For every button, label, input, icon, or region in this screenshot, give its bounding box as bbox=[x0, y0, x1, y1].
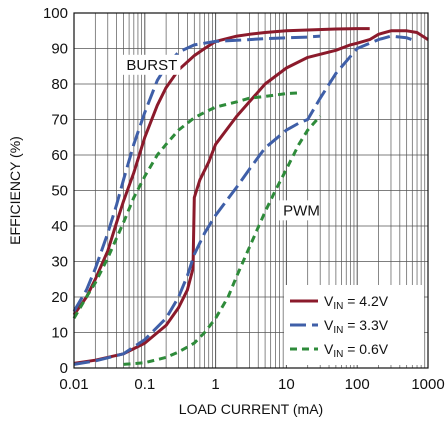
plot-frame bbox=[73, 12, 429, 369]
x-tick-labels: 0.01 0.1 1 10 100 1000 bbox=[59, 376, 444, 393]
y-tick-label: 0 bbox=[60, 360, 68, 377]
x-tick-label: 0.1 bbox=[134, 376, 155, 393]
x-tick-label: 0.01 bbox=[59, 376, 88, 393]
y-tick-label: 40 bbox=[51, 218, 68, 235]
x-tick-label: 1 bbox=[211, 376, 219, 393]
legend-label: VIN = 4.2V bbox=[324, 293, 389, 312]
x-tick-label: 1000 bbox=[411, 376, 444, 393]
series-line-pwm bbox=[73, 29, 429, 365]
x-tick-label: 10 bbox=[278, 376, 295, 393]
annotation-burst: BURST bbox=[126, 57, 177, 74]
annotations: BURST PWM bbox=[122, 54, 320, 221]
legend-label: VIN = 3.3V bbox=[324, 317, 389, 336]
x-axis-title: LOAD CURRENT (mA) bbox=[179, 401, 323, 417]
y-tick-label: 50 bbox=[51, 183, 68, 200]
annotation-pwm: PWM bbox=[283, 202, 320, 219]
annotation-backdrop bbox=[122, 54, 181, 75]
legend-box bbox=[284, 285, 424, 365]
annotation-backdrop bbox=[279, 200, 318, 221]
y-tick-labels: 0 10 20 30 40 50 60 70 80 90 100 bbox=[43, 5, 68, 377]
series-line-pwm bbox=[123, 115, 322, 366]
x-tick-label: 100 bbox=[345, 376, 370, 393]
legend-label: VIN = 0.6V bbox=[324, 341, 389, 360]
y-tick-label: 90 bbox=[51, 41, 68, 58]
legend: VIN = 4.2V VIN = 3.3V VIN = 0.6V bbox=[284, 285, 424, 365]
series-line-burst bbox=[72, 91, 299, 320]
y-tick-label: 80 bbox=[51, 76, 68, 93]
y-tick-label: 10 bbox=[51, 325, 68, 342]
y-tick-label: 20 bbox=[51, 289, 68, 306]
y-tick-label: 70 bbox=[51, 112, 68, 129]
y-tick-label: 30 bbox=[51, 254, 68, 271]
y-axis-title: EFFICIENCY (%) bbox=[7, 136, 23, 245]
y-tick-label: 60 bbox=[51, 147, 68, 164]
y-tick-label: 100 bbox=[43, 5, 68, 22]
series-line-pwm bbox=[73, 34, 418, 366]
series-line-burst bbox=[72, 27, 370, 316]
series-layer bbox=[72, 27, 429, 366]
